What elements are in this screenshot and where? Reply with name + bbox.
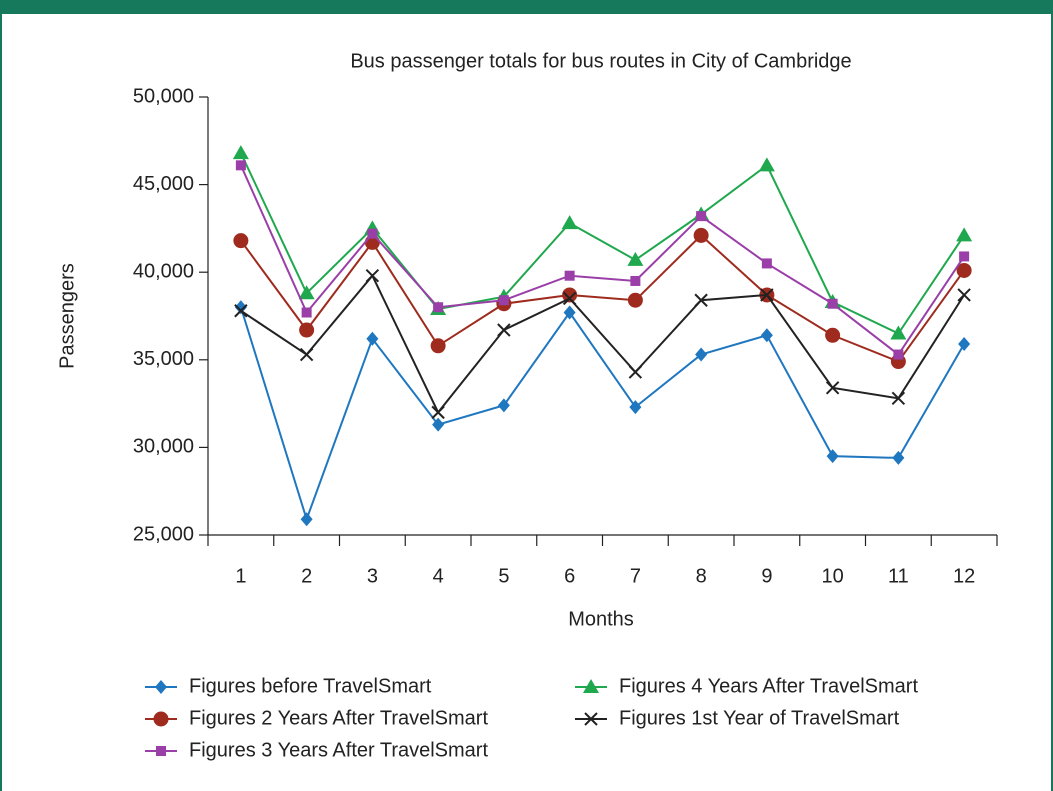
- x-tick-label: 1: [235, 565, 246, 587]
- marker: [301, 307, 312, 318]
- marker: [498, 295, 509, 306]
- x-tick-label: 6: [564, 565, 575, 587]
- x-axis-label: Months: [568, 608, 634, 630]
- marker: [956, 227, 973, 242]
- marker: [695, 347, 708, 362]
- marker: [432, 417, 445, 432]
- x-tick-label: 8: [696, 565, 707, 587]
- marker: [760, 328, 773, 343]
- marker: [758, 157, 775, 172]
- marker: [153, 711, 169, 727]
- marker: [628, 365, 643, 379]
- series-line: [239, 164, 965, 356]
- x-tick-label: 4: [433, 565, 444, 587]
- legend-label: Figures 3 Years After TravelSmart: [189, 739, 488, 761]
- marker: [562, 287, 578, 303]
- marker: [890, 325, 907, 340]
- marker: [299, 347, 314, 362]
- x-tick-label: 7: [630, 565, 641, 587]
- marker: [234, 304, 248, 318]
- x-tick-label: 5: [498, 565, 509, 587]
- marker: [561, 215, 578, 230]
- marker: [629, 400, 642, 415]
- marker: [892, 450, 905, 465]
- marker: [627, 251, 644, 266]
- legend-label: Figures 4 Years After TravelSmart: [619, 675, 918, 697]
- marker: [233, 233, 249, 249]
- marker: [497, 398, 510, 413]
- marker: [825, 381, 840, 395]
- marker: [584, 712, 598, 726]
- marker: [583, 679, 599, 693]
- series-line: [239, 152, 965, 335]
- marker: [365, 268, 380, 283]
- y-tick-label: 50,000: [133, 85, 194, 107]
- marker: [761, 258, 772, 269]
- y-tick-label: 35,000: [133, 348, 194, 370]
- marker: [299, 322, 315, 338]
- marker: [893, 349, 904, 360]
- marker: [155, 680, 167, 694]
- x-tick-label: 9: [761, 565, 772, 587]
- marker: [497, 323, 511, 337]
- left-border: [0, 0, 2, 791]
- legend-label: Figures 2 Years After TravelSmart: [189, 707, 488, 729]
- y-tick-label: 40,000: [133, 260, 194, 282]
- marker: [562, 291, 577, 306]
- marker: [235, 160, 246, 171]
- series-line: [239, 306, 965, 523]
- series-line: [240, 234, 965, 363]
- marker: [433, 302, 444, 313]
- marker: [958, 337, 971, 352]
- marker: [564, 270, 575, 281]
- x-tick-label: 3: [367, 565, 378, 587]
- marker: [959, 251, 970, 262]
- marker: [760, 288, 774, 302]
- top-band: [0, 0, 1053, 14]
- marker: [826, 449, 839, 464]
- marker: [694, 293, 708, 307]
- marker: [232, 145, 249, 160]
- marker: [300, 512, 313, 527]
- marker: [891, 391, 906, 406]
- y-tick-label: 25,000: [133, 523, 194, 545]
- marker: [563, 305, 576, 320]
- chart-title: Bus passenger totals for bus routes in C…: [350, 50, 851, 72]
- x-tick-label: 2: [301, 565, 312, 587]
- legend-label: Figures before TravelSmart: [189, 675, 432, 697]
- marker: [693, 227, 709, 243]
- y-tick-label: 45,000: [133, 173, 194, 195]
- marker: [627, 292, 643, 308]
- marker: [825, 327, 841, 343]
- marker: [367, 228, 378, 239]
- marker: [234, 300, 247, 315]
- marker: [827, 298, 838, 309]
- x-tick-label: 10: [822, 565, 844, 587]
- right-border: [1051, 0, 1053, 791]
- marker: [156, 746, 166, 756]
- marker: [366, 331, 379, 346]
- x-tick-label: 11: [888, 565, 909, 587]
- x-tick-label: 12: [953, 565, 975, 587]
- marker: [430, 338, 446, 354]
- marker: [431, 405, 445, 420]
- y-axis-label: Passengers: [56, 263, 78, 369]
- marker: [630, 275, 641, 286]
- marker: [956, 262, 972, 278]
- marker: [696, 211, 707, 222]
- marker: [298, 285, 315, 300]
- series-line: [240, 273, 965, 415]
- legend-label: Figures 1st Year of TravelSmart: [619, 707, 900, 729]
- marker: [957, 288, 971, 302]
- y-tick-label: 30,000: [133, 436, 194, 458]
